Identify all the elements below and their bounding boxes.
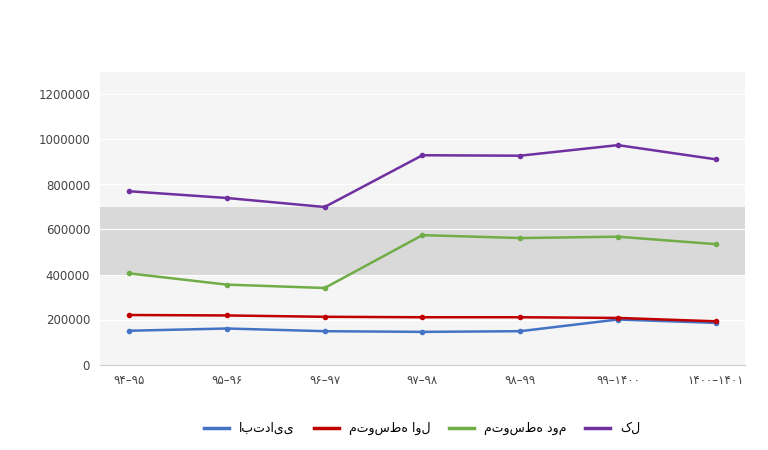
Bar — [100, 207, 745, 274]
Legend: ابتدایی, متوسطه اول, متوسطه دوم, کل: ابتدایی, متوسطه اول, متوسطه دوم, کل — [199, 417, 646, 440]
Text: بازماندگان از تحصیل سال‌های تحصیلی ۱۳۹۴–۱۳۹۵ تا ۱۴۰۰–۱۴۰۱: بازماندگان از تحصیل سال‌های تحصیلی ۱۳۹۴–… — [87, 22, 681, 40]
